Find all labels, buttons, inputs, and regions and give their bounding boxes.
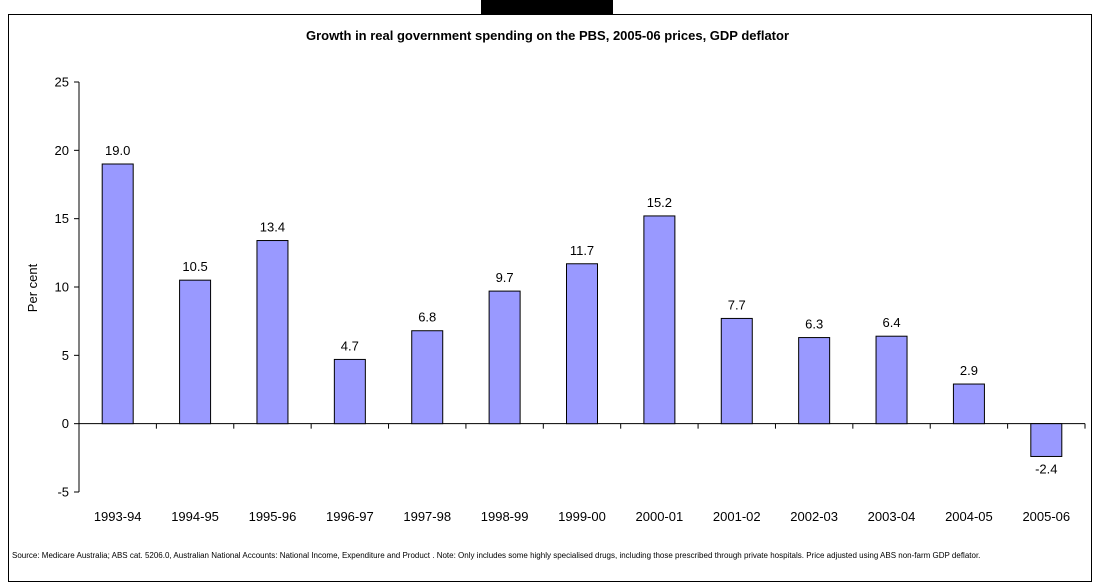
source-footnote: Source: Medicare Australia; ABS cat. 520… bbox=[12, 551, 981, 560]
bar bbox=[952, 383, 985, 425]
y-tick-label: 20 bbox=[55, 143, 69, 158]
bar bbox=[643, 215, 676, 425]
data-label: 4.7 bbox=[341, 338, 359, 353]
y-tick-label: 15 bbox=[55, 211, 69, 226]
x-tick-label: 2000-01 bbox=[636, 509, 684, 524]
x-tick-label: 1997-98 bbox=[403, 509, 451, 524]
bar bbox=[488, 290, 521, 425]
data-label: 15.2 bbox=[647, 195, 672, 210]
x-tick-label: 2003-04 bbox=[868, 509, 916, 524]
bar bbox=[720, 317, 753, 425]
x-tick-label: 1998-99 bbox=[481, 509, 529, 524]
bar bbox=[333, 358, 366, 425]
bar bbox=[179, 279, 212, 425]
y-tick-label: -5 bbox=[57, 485, 69, 500]
bar bbox=[875, 335, 908, 425]
bar bbox=[101, 163, 134, 425]
data-label: 6.3 bbox=[805, 317, 823, 332]
y-tick-label: 0 bbox=[62, 416, 69, 431]
data-label: 13.4 bbox=[260, 220, 285, 235]
bar bbox=[798, 337, 831, 425]
bar bbox=[1030, 423, 1063, 457]
data-label: 10.5 bbox=[182, 259, 207, 274]
data-label: 11.7 bbox=[570, 243, 594, 258]
data-label: 6.8 bbox=[418, 310, 436, 325]
x-tick-label: 2005-06 bbox=[1022, 509, 1070, 524]
y-axis-label: Per cent bbox=[25, 263, 40, 312]
bar bbox=[411, 330, 444, 425]
top-tab-marker bbox=[481, 0, 613, 14]
bar bbox=[566, 263, 598, 425]
bar bbox=[256, 240, 289, 425]
chart-title: Growth in real government spending on th… bbox=[305, 28, 790, 43]
x-tick-label: 1996-97 bbox=[326, 509, 374, 524]
x-tick-label: 2004-05 bbox=[945, 509, 993, 524]
y-tick-label: 5 bbox=[62, 348, 69, 363]
data-label: 19.0 bbox=[105, 143, 130, 158]
x-tick-label: 1993-94 bbox=[94, 509, 142, 524]
x-tick-label: 1995-96 bbox=[249, 509, 297, 524]
x-tick-label: 1994-95 bbox=[171, 509, 219, 524]
data-label: 9.7 bbox=[496, 270, 514, 285]
x-tick-label: 2002-03 bbox=[790, 509, 838, 524]
y-tick-label: 10 bbox=[55, 280, 69, 295]
data-label: -2.4 bbox=[1035, 461, 1057, 476]
x-tick-label: 2001-02 bbox=[713, 509, 761, 524]
y-tick-label: 25 bbox=[55, 75, 69, 90]
data-label: 7.7 bbox=[728, 297, 746, 312]
data-label: 2.9 bbox=[960, 363, 978, 378]
x-tick-label: 1999-00 bbox=[558, 509, 606, 524]
data-label: 6.4 bbox=[882, 315, 900, 330]
